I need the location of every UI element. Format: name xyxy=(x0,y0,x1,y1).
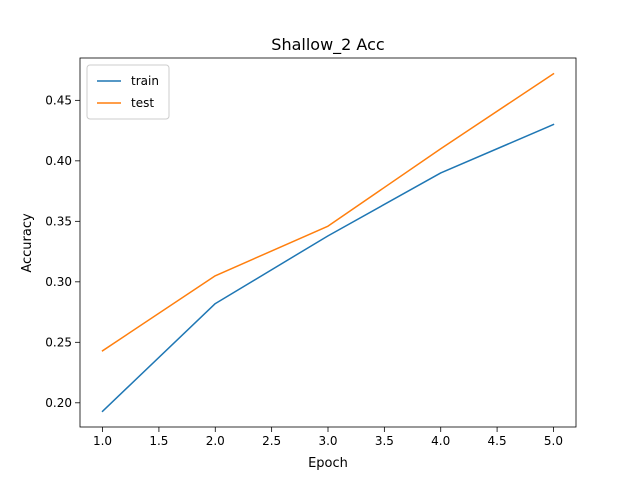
plot-area: 1.0 1.5 2.0 2.5 3.0 3.5 4.0 4.5 5.0 0.20 0.25 0.30 0… xyxy=(45,57,577,448)
x-tick-label: 4.5 xyxy=(488,434,507,448)
legend-label-train: train xyxy=(131,74,159,88)
legend-box xyxy=(86,64,170,120)
y-tick-label: 0.30 xyxy=(45,275,72,289)
x-tick-label: 1.0 xyxy=(93,434,112,448)
y-tick-label: 0.35 xyxy=(45,214,72,228)
x-tick-label: 2.0 xyxy=(206,434,225,448)
x-axis-label: Epoch xyxy=(308,456,348,471)
x-tick-label: 3.0 xyxy=(318,434,337,448)
x-tick-label: 3.5 xyxy=(375,434,394,448)
y-tick-label: 0.40 xyxy=(45,154,72,168)
y-tick-label: 0.20 xyxy=(45,396,72,410)
y-tick-label: 0.25 xyxy=(45,335,72,349)
chart-title: Shallow_2 Acc xyxy=(271,35,384,55)
legend-label-test: test xyxy=(131,96,154,110)
x-tick-label: 5.0 xyxy=(544,434,563,448)
series-line-train xyxy=(101,123,555,413)
axes-frame xyxy=(79,57,577,428)
series-line-test xyxy=(101,72,555,352)
y-axis-label: Accuracy xyxy=(20,213,35,273)
x-tick-label: 1.5 xyxy=(149,434,168,448)
x-tick-label: 2.5 xyxy=(262,434,281,448)
legend: train test xyxy=(86,64,170,120)
y-tick-label: 0.45 xyxy=(45,93,72,107)
x-tick-label: 4.0 xyxy=(431,434,450,448)
